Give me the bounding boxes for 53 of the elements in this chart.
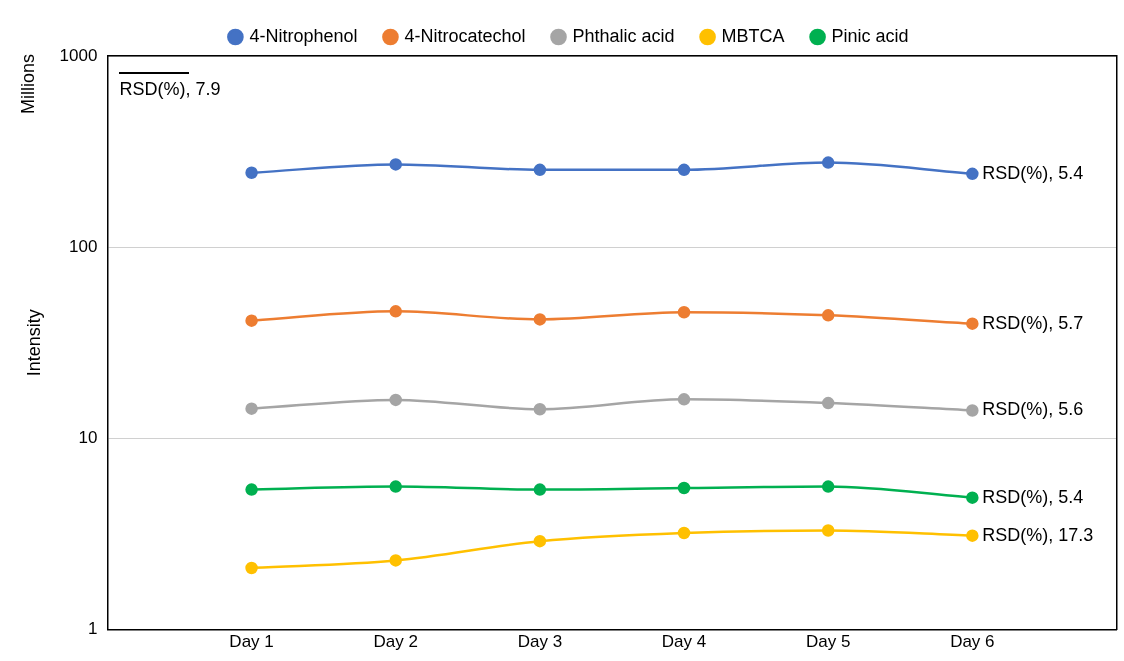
text: Millions — [18, 53, 39, 115]
annotation: RSD(%), 5.7 — [982, 312, 1084, 333]
point — [677, 481, 691, 495]
point — [966, 491, 979, 504]
x-tick-label: Day 2 — [373, 632, 418, 652]
legend-label: 4-Nitrocatechol — [404, 25, 526, 46]
point — [389, 305, 402, 318]
point — [533, 163, 547, 177]
legend-label: 4-Nitrophenol — [249, 25, 358, 46]
y-tick-label: 100 — [69, 236, 98, 256]
y-tick-label: 10 — [78, 428, 98, 448]
y-tick-label: 1000 — [59, 45, 98, 65]
point — [966, 317, 979, 330]
point — [245, 166, 258, 180]
point — [821, 480, 835, 493]
point — [389, 393, 402, 407]
point — [677, 526, 691, 540]
y-axis-title: Intensity — [23, 309, 44, 377]
point — [533, 534, 547, 548]
point — [966, 167, 979, 181]
point — [389, 480, 402, 493]
point — [821, 396, 835, 410]
point — [533, 313, 547, 326]
point — [966, 529, 979, 542]
point — [821, 524, 835, 537]
legend-label: Pinic acid — [831, 25, 909, 46]
point — [677, 393, 691, 406]
annotation: RSD(%), 5.6 — [982, 399, 1084, 420]
x-tick-label: Day 4 — [661, 632, 707, 652]
x-tick-label: Day 5 — [805, 632, 851, 652]
point — [677, 305, 691, 319]
legend-label: Phthalic acid — [572, 25, 675, 46]
x-tick-label: Day 1 — [229, 632, 274, 652]
x-tick-label: Day 6 — [950, 632, 995, 652]
point — [966, 404, 979, 417]
point — [677, 163, 691, 177]
point — [245, 402, 258, 415]
annotation: RSD(%), 17.3 — [982, 524, 1094, 545]
point — [533, 403, 547, 416]
point — [245, 561, 258, 575]
annotation: RSD(%), 5.4 — [982, 162, 1084, 183]
point — [245, 483, 258, 496]
x-tick-label: Day 3 — [517, 632, 563, 652]
annotation: RSD(%), 7.9 — [119, 78, 221, 99]
y-tick-label: 1 — [87, 619, 98, 639]
point — [821, 156, 835, 169]
point — [389, 554, 402, 567]
point — [389, 158, 402, 171]
annotation: RSD(%), 5.4 — [982, 486, 1084, 507]
point — [245, 314, 258, 327]
legend-label: MBTCA — [721, 25, 785, 46]
point — [821, 309, 835, 322]
point — [533, 483, 547, 496]
